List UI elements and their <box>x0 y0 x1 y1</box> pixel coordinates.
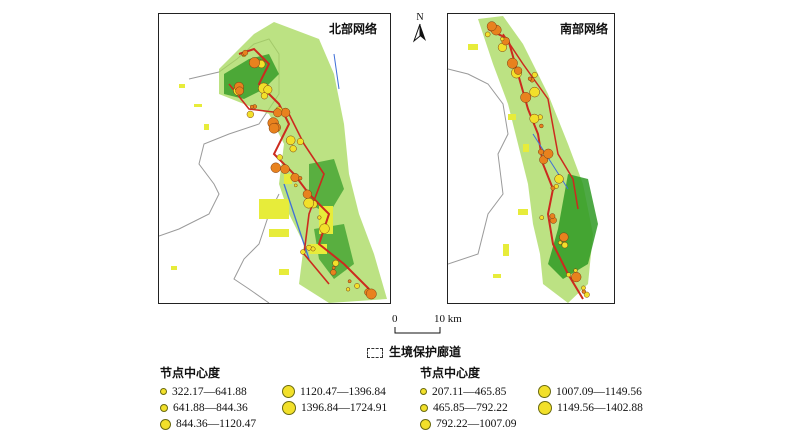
node-circle <box>500 36 505 42</box>
north-node-legend: 节点中心度 322.17—641.88 1120.47—1396.84 641.… <box>160 364 402 430</box>
north-legend-title: 节点中心度 <box>160 366 221 380</box>
node-circle <box>273 108 283 118</box>
node-circle <box>260 92 268 100</box>
north-legend-item: 1396.84—1724.91 <box>282 401 402 415</box>
node-circle <box>248 57 260 69</box>
node-circle <box>242 49 249 56</box>
node-circle <box>566 272 572 278</box>
scale-end-label: 10 km <box>434 313 462 325</box>
node-circle <box>263 85 273 95</box>
north-arrow-label: N <box>416 12 424 23</box>
node-circle <box>330 269 337 276</box>
south-node-layer <box>484 21 590 298</box>
north-map-canvas <box>159 22 387 303</box>
node-circle <box>345 287 351 292</box>
node-circle <box>539 123 544 129</box>
node-circle <box>298 176 303 181</box>
node-circle <box>583 291 590 298</box>
node-circle <box>543 148 554 159</box>
south-legend-item: 792.22—1007.09 <box>420 418 538 430</box>
north-legend-item: 641.88—844.36 <box>160 401 282 415</box>
node-circle <box>354 283 360 289</box>
node-circle <box>561 241 569 249</box>
north-network-map: 北部网络 <box>158 13 391 304</box>
corridor-legend-label: 生境保护廊道 <box>389 345 462 359</box>
south-forest-patch <box>548 174 598 279</box>
node-circle <box>549 213 556 219</box>
node-circle <box>268 122 280 134</box>
node-circle <box>486 21 497 32</box>
scale-bar: 0 10 km <box>388 313 478 337</box>
south-legend-item: 207.11—465.85 <box>420 385 538 398</box>
node-circle <box>573 268 578 273</box>
node-circle <box>559 232 569 242</box>
node-circle <box>539 215 545 220</box>
node-circle <box>246 110 254 119</box>
corridor-path <box>238 47 370 290</box>
south-legend-item: 1149.56—1402.88 <box>538 401 668 415</box>
node-circle <box>581 285 586 291</box>
node-circle <box>317 215 322 220</box>
node-circle <box>527 76 533 81</box>
node-circle <box>303 197 315 209</box>
north-legend-item: 1120.47—1396.84 <box>282 385 402 398</box>
node-circle <box>531 71 538 78</box>
forest-patch-2 <box>309 159 344 214</box>
node-circle <box>289 145 297 153</box>
node-circle <box>529 86 540 98</box>
node-circle <box>290 173 300 183</box>
node-circle <box>554 174 564 184</box>
node-circle <box>296 138 304 146</box>
south-legend-item: 465.85—792.22 <box>420 401 538 415</box>
node-circle <box>571 271 582 283</box>
node-circle <box>558 240 563 245</box>
corridor-swatch <box>367 348 383 359</box>
node-circle <box>319 223 330 234</box>
south-corridor-path-2 <box>502 33 579 210</box>
north-legend-item: 844.36—1120.47 <box>160 418 282 430</box>
south-network-map: 南部网络 <box>447 13 615 304</box>
node-circle <box>300 249 306 255</box>
node-circle <box>484 31 491 38</box>
north-legend-item: 322.17—641.88 <box>160 385 282 398</box>
scale-bar-line <box>394 327 441 334</box>
south-node-legend: 节点中心度 207.11—465.85 1007.09—1149.56 465.… <box>420 364 668 430</box>
node-circle <box>280 164 290 174</box>
node-circle <box>332 259 340 267</box>
scale-start-label: 0 <box>392 313 398 325</box>
south-district-boundary <box>448 68 509 265</box>
node-circle <box>514 66 523 75</box>
long-range-link-2 <box>333 53 340 90</box>
node-circle <box>249 104 254 109</box>
south-yellow-patches <box>468 44 529 278</box>
node-circle <box>285 135 296 146</box>
south-legend-item: 1007.09—1149.56 <box>538 385 668 398</box>
south-legend-title: 节点中心度 <box>420 366 481 380</box>
south-map-canvas <box>448 16 598 303</box>
node-circle <box>529 113 540 124</box>
node-circle <box>331 266 336 270</box>
north-node-layer <box>233 49 377 300</box>
south-panel-title: 南部网络 <box>560 22 609 36</box>
corridor-legend: 生境保护廊道 <box>367 343 461 360</box>
node-circle <box>507 57 518 69</box>
node-circle <box>310 246 316 252</box>
node-circle <box>520 92 532 103</box>
node-circle <box>270 162 281 173</box>
node-circle <box>302 189 312 199</box>
corridor-path-2 <box>228 83 330 285</box>
node-circle <box>365 288 377 300</box>
node-circle <box>347 279 352 284</box>
north-arrow-icon <box>412 23 426 43</box>
north-panel-title: 北部网络 <box>329 22 378 36</box>
north-arrow: N <box>410 12 430 44</box>
node-circle <box>538 148 544 155</box>
node-circle <box>235 86 244 96</box>
node-circle <box>293 183 298 188</box>
node-circle <box>550 185 556 191</box>
node-circle <box>276 154 283 161</box>
